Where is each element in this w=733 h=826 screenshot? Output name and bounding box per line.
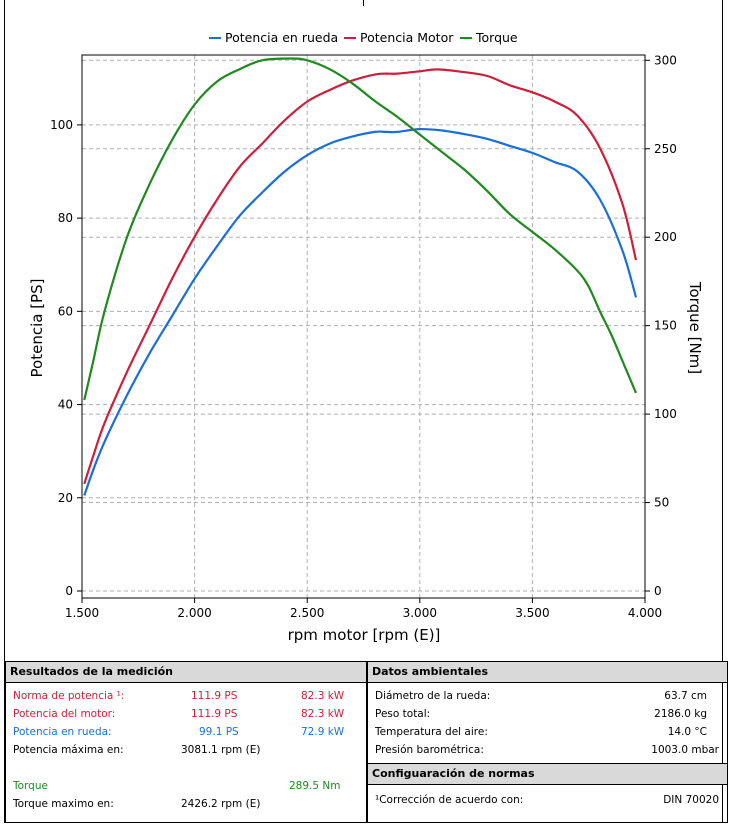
results-row-torque: Torque 289.5 Nm [6,777,366,795]
x-tick-label: 3.000 [403,606,437,620]
row-value: 1003.0 mbar [651,744,719,756]
y-left-tick-label: 60 [58,304,73,318]
y-right-tick-label: 0 [654,584,662,598]
norms-table: Configuaración de normas ¹Corrección de … [367,763,728,823]
results-row-pmax: Potencia máxima en: 3081.1 rpm (E) [6,741,366,759]
results-row-rueda: Potencia en rueda: 99.1 PS 72.9 kW [6,723,366,741]
y-left-tick-label: 20 [58,491,73,505]
row-label: Diámetro de la rueda: [375,690,491,702]
plot-area-border [81,54,646,599]
row-label: Presión barométrica: [375,744,484,756]
row-value: 289.5 Nm [289,780,341,792]
y-right-tick-label: 150 [654,319,677,333]
y-left-tick-label: 80 [58,211,73,225]
results-row-norma: Norma de potencia ¹: 111.9 PS 82.3 kW [6,687,366,705]
results-header: Resultados de la medición [6,662,366,683]
legend: Potencia en rueda Potencia Motor Torque [209,30,518,45]
ambient-row-presion: Presión barométrica: 1003.0 mbar [368,741,727,759]
x-tick-label: 4.000 [628,606,662,620]
x-tick-label: 1.500 [65,606,99,620]
norms-row: ¹Corrección de acuerdo con: DIN 70020 [368,791,727,809]
row-value: 3081.1 rpm (E) [181,744,261,756]
y-left-tick-label: 100 [50,118,73,132]
dyno-chart: 1.500 2.000 2.500 3.000 3.500 4.000 0 20 40 60 80 1… [28,30,704,644]
x-tick-label: 2.500 [290,606,324,620]
y-right-tick-label: 50 [654,496,669,510]
row-label: Norma de potencia ¹: [13,690,125,702]
row-label: Peso total: [375,708,431,720]
series [83,57,638,496]
ambient-header: Datos ambientales [368,662,727,683]
row-value-kw: 82.3 kW [301,708,345,720]
y-left-tick-label: 0 [65,584,73,598]
x-axis-label: rpm motor [rpm (E)] [288,626,441,644]
row-label: Temperatura del aire: [375,726,488,738]
row-value: 111.9 PS [191,690,238,702]
legend-label-torque: Torque [475,30,518,45]
norms-header: Configuaración de normas [368,764,727,785]
row-value: 2186.0 kg [654,708,707,720]
row-value: 111.9 PS [191,708,238,720]
results-row-torque-max: Torque maximo en: 2426.2 rpm (E) [6,795,366,813]
ambient-row-diametro: Diámetro de la rueda: 63.7 cm [368,687,727,705]
x-tick-label: 2.000 [177,606,211,620]
row-value: DIN 70020 [663,794,719,806]
row-value: 2426.2 rpm (E) [181,798,261,810]
series-line-potencia-motor [83,68,638,485]
row-label: ¹Corrección de acuerdo con: [375,794,524,806]
y-left-tick-label: 40 [58,398,73,412]
row-label: Torque maximo en: [13,798,114,810]
ambient-row-peso: Peso total: 2186.0 kg [368,705,727,723]
row-value-kw: 72.9 kW [301,726,345,738]
row-value-kw: 82.3 kW [301,690,345,702]
ambient-table: Datos ambientales Diámetro de la rueda: … [367,661,728,764]
series-line-torque [83,57,638,401]
top-divider-tick [363,0,364,6]
results-row-motor: Potencia del motor: 111.9 PS 82.3 kW [6,705,366,723]
legend-label-potencia-rueda: Potencia en rueda [225,30,338,45]
row-value: 14.0 °C [667,726,707,738]
row-label: Potencia máxima en: [13,744,124,756]
x-tick-label: 3.500 [515,606,549,620]
series-line-potencia-rueda [83,127,638,496]
y-right-tick-label: 300 [654,53,677,67]
y-axis-label-right: Torque [Nm] [686,281,704,374]
row-label: Torque [13,780,48,792]
y-right-tick-label: 250 [654,142,677,156]
y-right-tick-label: 200 [654,230,677,244]
row-value: 99.1 PS [199,726,239,738]
axes: 1.500 2.000 2.500 3.000 3.500 4.000 0 20 40 60 80 1… [50,53,677,620]
row-label: Potencia del motor: [13,708,116,720]
y-axis-label-left: Potencia [PS] [28,279,46,378]
ambient-row-temperatura: Temperatura del aire: 14.0 °C [368,723,727,741]
results-table: Resultados de la medición Norma de poten… [5,661,367,823]
row-value: 63.7 cm [664,690,707,702]
y-right-tick-label: 100 [654,407,677,421]
legend-label-potencia-motor: Potencia Motor [360,30,454,45]
row-label: Potencia en rueda: [13,726,112,738]
